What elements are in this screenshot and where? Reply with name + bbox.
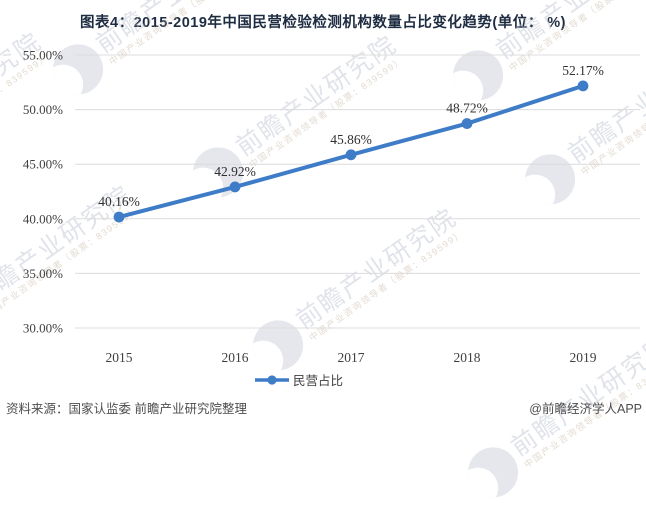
y-tick-label: 55.00%: [23, 48, 63, 63]
data-point: [577, 80, 589, 92]
data-label: 42.92%: [214, 164, 256, 179]
page-title: 图表4：2015-2019年中国民营检验检测机构数量占比变化趋势(单位： %): [80, 15, 566, 31]
y-tick-label: 45.00%: [23, 157, 63, 172]
data-label: 45.86%: [330, 132, 372, 147]
y-tick-label: 40.00%: [23, 211, 63, 226]
legend: 民营占比: [254, 370, 343, 389]
y-tick-label: 35.00%: [23, 266, 63, 281]
x-tick-label: 2019: [570, 350, 597, 365]
x-tick-label: 2015: [106, 350, 133, 365]
data-source-text: 资料来源：国家认监委 前瞻产业研究院整理: [6, 402, 247, 416]
legend-line-marker-icon: [255, 374, 289, 385]
data-label: 52.17%: [562, 63, 604, 78]
qianzhan-logo-icon: [458, 437, 528, 508]
line-chart-plot: 30.00% 35.00% 40.00% 45.00% 50.00% 55.00% 2015…: [23, 48, 640, 365]
data-point: [113, 211, 125, 223]
data-point: [229, 181, 241, 193]
credit-text: @前瞻经济学人APP: [529, 402, 642, 416]
y-tick-label: 50.00%: [23, 102, 63, 117]
x-tick-label: 2017: [338, 350, 365, 365]
y-tick-label: 30.00%: [23, 321, 63, 336]
data-point: [345, 149, 357, 161]
data-label: 48.72%: [446, 101, 488, 116]
chart-page: { "title": "图表4：2015-2019年中国民营检验检测机构数量占比…: [0, 0, 646, 427]
x-tick-label: 2018: [454, 350, 481, 365]
data-point: [461, 118, 473, 129]
legend-label: 民营占比: [293, 374, 344, 388]
data-label: 40.16%: [98, 194, 140, 209]
x-tick-label: 2016: [222, 350, 249, 365]
